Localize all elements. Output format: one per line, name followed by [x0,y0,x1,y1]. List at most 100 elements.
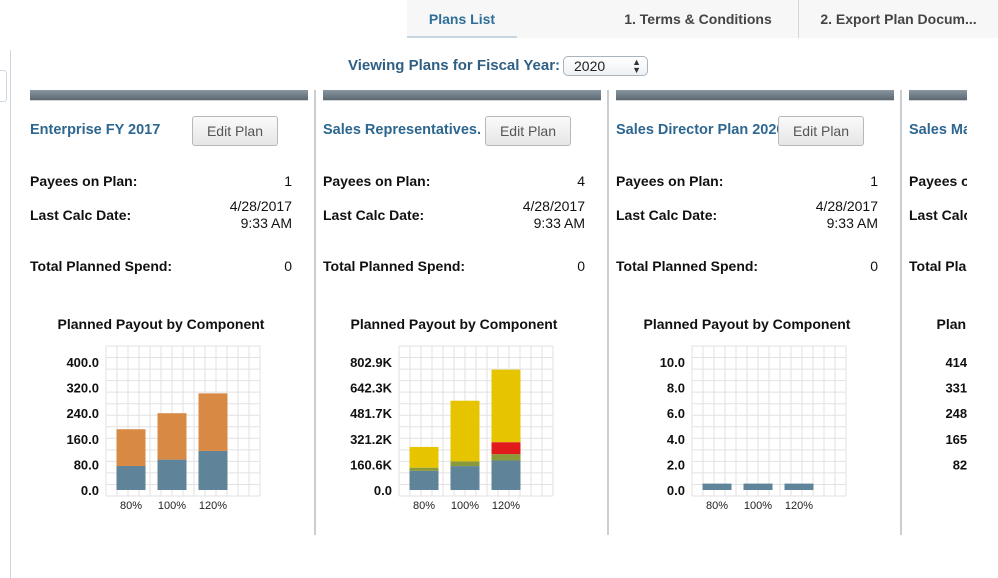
fiscal-year-value: 2020 [574,58,606,74]
last-calc-time: 9:33 AM [826,215,878,231]
y-tick-label: 80.0 [74,457,99,472]
y-tick-label: 2.0 [667,457,685,472]
y-tick-label: 160.6K [350,457,393,472]
bar-segment [116,429,146,466]
x-tick-label: 80% [706,500,728,512]
plan-card-header-bar [909,90,967,101]
payout-chart: 400.0 320.0 240.0 160.0 80.0 0.0 80% 100% 120% [66,345,261,512]
tab-plans-list[interactable]: Plans List [407,0,517,38]
bar-segment [198,393,228,451]
plan-card-header-bar [616,90,894,101]
last-calc-date: 4/28/2017 [229,198,292,214]
plan-title[interactable]: Sales Representatives. [323,122,481,138]
plan-title[interactable]: Sales Ma [909,122,967,138]
bar-segment [784,483,814,490]
plan-title[interactable]: Sales Director Plan 2020 [616,122,785,138]
card-divider [314,90,316,535]
bar-segment [450,466,480,490]
last-calc-label: Last Calc Date: [616,207,718,223]
last-calc-time: 9:33 AM [533,215,585,231]
bar-segment [491,442,521,455]
x-tick-label: 120% [785,500,813,512]
plans-panel [10,50,998,578]
payees-value: 4 [577,173,585,189]
bar-segment [491,454,521,461]
payees-label: Payees on Plan: [616,173,724,189]
bar-segment [491,460,521,490]
x-tick-label: 100% [158,500,186,512]
last-calc-date: 4/28/2017 [522,198,585,214]
updown-arrows-icon: ▲ ▼ [632,57,641,75]
payees-value: 1 [284,173,292,189]
bar-segment [157,459,187,490]
bar-segment [116,466,146,490]
top-tab-bar: Plans List 1. Terms & Conditions 2. Expo… [0,0,998,38]
y-tick-label: 8.0 [667,381,685,396]
plans-carousel: Enterprise FY 2017 Edit Plan Payees on Pla… [30,90,967,535]
total-spend-label: Total Planned Spend: [909,258,967,274]
y-tick-label: 414.1 [945,355,967,370]
bar-segment [450,461,480,467]
side-collapse-handle[interactable] [0,70,7,102]
bar-segment [198,450,228,490]
total-spend-value: 0 [870,258,878,274]
y-tick-label: 6.0 [667,406,685,421]
last-calc-label: Last Calc Date: [323,207,425,223]
y-tick-label: 82.8 [953,457,967,472]
edit-plan-button[interactable]: Edit Plan [778,116,864,146]
tab-terms-conditions[interactable]: 1. Terms & Conditions [624,11,772,27]
plan-card: Enterprise FY 2017 Edit Plan Payees on Pla… [30,90,316,535]
y-tick-label: 321.2K [350,432,393,447]
bar-segment [450,400,480,462]
plan-card: Sales Representatives. Edit Plan Payees on… [323,90,609,535]
y-tick-label: 10.0 [660,355,685,370]
x-tick-label: 80% [413,500,435,512]
last-calc-time: 9:33 AM [240,215,292,231]
y-tick-label: 240.0 [66,406,99,421]
y-tick-label: 0.0 [667,483,685,498]
y-tick-label: 4.0 [667,432,685,447]
y-tick-label: 481.7K [350,406,393,421]
last-calc-date: 4/28/2017 [815,198,878,214]
plan-card-header-bar [323,90,601,101]
y-tick-label: 248.5 [945,406,967,421]
payout-chart: 802.9K 642.3K 481.7K 321.2K 160.6K 0.0 80% 100%… [350,345,554,512]
card-divider [607,90,609,535]
chart-title: Planned Payout by Component [57,316,265,332]
bar-segment [409,470,439,490]
edit-plan-button[interactable]: Edit Plan [485,116,571,146]
y-tick-label: 320.0 [66,381,99,396]
payees-label: Payees on Plan: [323,173,431,189]
y-tick-label: 400.0 [66,355,99,370]
total-spend-value: 0 [284,258,292,274]
edit-plan-button[interactable]: Edit Plan [192,116,278,146]
last-calc-label: Last Calc Date: [30,207,132,223]
bar-segment [409,467,439,471]
bar-segment [409,446,439,468]
tab-export-plan-documents[interactable]: 2. Export Plan Docum... [798,0,998,38]
plan-card: Sales Director Plan 2020 Edit Plan Payees … [616,90,902,535]
last-calc-label: Last Calc Date: [909,207,967,223]
card-divider [900,90,902,535]
y-tick-label: 802.9K [350,355,393,370]
x-tick-label: 120% [199,500,227,512]
bar-segment [157,413,187,460]
payees-value: 1 [870,173,878,189]
tab-bar-spacer [0,0,407,38]
total-spend-label: Total Planned Spend: [323,258,466,274]
total-spend-label: Total Planned Spend: [30,258,173,274]
y-tick-label: 331.3 [945,381,967,396]
payees-label: Payees on Plan: [909,173,967,189]
bar-segment [702,483,732,490]
fiscal-year-label: Viewing Plans for Fiscal Year: [348,57,561,74]
total-spend-label: Total Planned Spend: [616,258,759,274]
plan-title[interactable]: Enterprise FY 2017 [30,122,161,138]
bar-segment [491,369,521,443]
y-tick-label: 160.0 [66,432,99,447]
x-tick-label: 100% [744,500,772,512]
fiscal-year-select[interactable]: 2020 ▲ ▼ [563,56,648,76]
payees-label: Payees on Plan: [30,173,138,189]
total-spend-value: 0 [577,258,585,274]
chart-title: Planned Payout by Component [350,316,558,332]
